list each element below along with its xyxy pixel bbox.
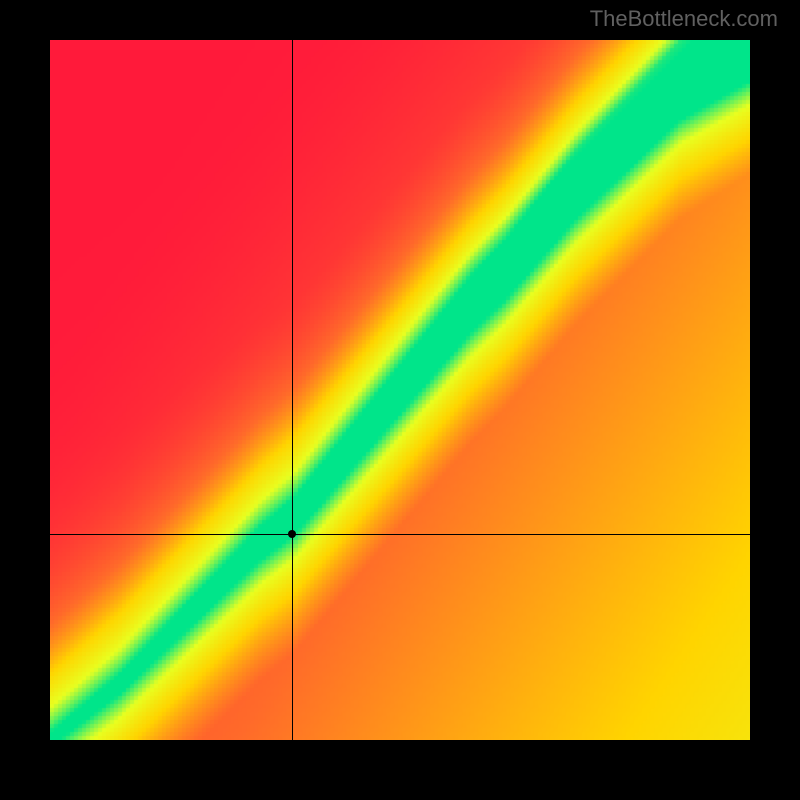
watermark-text: TheBottleneck.com: [590, 6, 778, 32]
heatmap-canvas: [50, 40, 750, 740]
crosshair-vertical: [292, 40, 293, 740]
crosshair-horizontal: [50, 534, 750, 535]
crosshair-marker-dot: [288, 530, 296, 538]
bottleneck-heatmap: [50, 40, 750, 740]
